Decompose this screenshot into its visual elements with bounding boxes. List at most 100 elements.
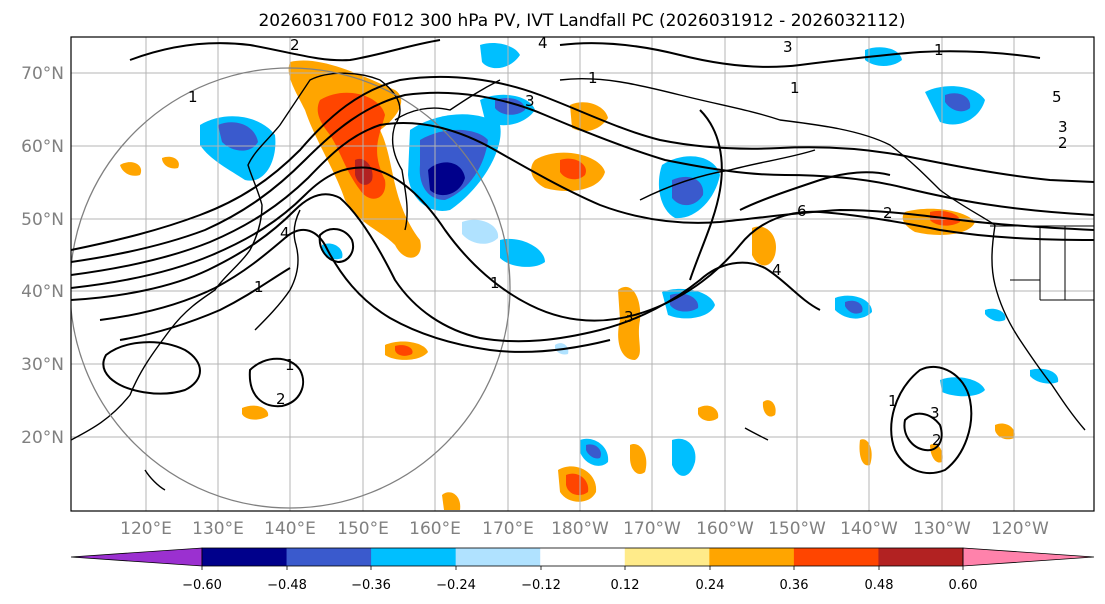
colorbar-segment	[793, 548, 879, 566]
map-frame	[70, 36, 1095, 512]
lon-label: 150°E	[337, 519, 389, 539]
colorbar-tick-label: −0.48	[267, 578, 307, 593]
contour-label: 3	[525, 92, 535, 110]
shade-negative-blob	[1030, 368, 1059, 384]
contour-label: 1	[188, 88, 198, 106]
colorbar-segment	[540, 548, 626, 566]
colorbar-tick-label: −0.60	[182, 578, 222, 593]
lon-label: 140°W	[840, 519, 898, 539]
lon-label: 120°W	[991, 519, 1049, 539]
lon-label: 140°E	[264, 519, 316, 539]
colorbar-segments	[70, 547, 1095, 567]
shade-positive-blob	[242, 405, 269, 420]
contour-label: 4	[280, 224, 290, 242]
lon-label: 130°W	[913, 519, 971, 539]
colorbar: −0.60 −0.48 −0.36 −0.24 −0.12 0.12 0.24 …	[70, 547, 1095, 593]
shade-negative-core	[218, 122, 258, 151]
lon-label: 160°W	[696, 519, 754, 539]
map-title: 2026031700 F012 300 hPa PV, IVT Landfall…	[258, 11, 905, 31]
contour-label: 3	[1058, 118, 1068, 136]
state-borders	[990, 225, 1094, 301]
coastlines	[71, 72, 1086, 491]
contour-label: 2	[883, 204, 893, 222]
lon-label: 180°W	[551, 519, 609, 539]
lon-label: 150°W	[768, 519, 826, 539]
shade-positive-core	[395, 345, 413, 356]
shade-positive-blob	[762, 400, 776, 417]
colorbar-tick-label: 0.12	[611, 578, 640, 593]
contour-label: 1	[934, 41, 944, 59]
coast-taiwan	[144, 469, 166, 491]
longitude-labels: 120°E 130°E 140°E 150°E 160°E 170°E 180°…	[120, 519, 1049, 539]
shade-negative-blob	[462, 219, 499, 244]
contour-label: 1	[588, 69, 598, 87]
colorbar-segment	[878, 548, 964, 566]
colorbar-segment	[371, 548, 457, 566]
shade-positive-blob	[442, 492, 461, 510]
coast-namerica	[991, 224, 1086, 431]
contour-label: 1	[888, 392, 898, 410]
colorbar-extend-high	[962, 547, 1095, 567]
contour-label: 1	[285, 356, 295, 374]
contour-label: 2	[290, 36, 300, 54]
shade-negative-blob	[480, 43, 520, 69]
colorbar-frame	[201, 547, 964, 567]
contour-labels: 4 3 1 1 1 3 2 6 2 1 1 3 1 2 1 3 2 1 5 3	[188, 36, 1068, 449]
lon-label: 170°E	[482, 519, 534, 539]
lon-label: 130°E	[192, 519, 244, 539]
shade-negative-core	[945, 93, 971, 112]
shade-negative-blob	[940, 377, 985, 397]
shade-negative-blob	[985, 308, 1006, 322]
shade-positive-core	[560, 158, 586, 180]
shade-negative-blob	[495, 98, 525, 115]
shade-positive-blob	[698, 405, 719, 421]
map-panel: 4 3 1 1 1 3 2 6 2 1 1 3 1 2 1 3 2 1 5 3	[70, 36, 1095, 512]
shade-positive-core	[566, 473, 589, 496]
colorbar-tick-label: 0.60	[949, 578, 978, 593]
colorbar-segment	[202, 548, 288, 566]
shade-positive-blob	[162, 156, 179, 169]
colorbar-tick-label: −0.36	[351, 578, 391, 593]
lat-label: 60°N	[21, 137, 64, 157]
contour-label: 1	[254, 278, 264, 296]
colorbar-ticks	[201, 566, 964, 570]
lat-label: 70°N	[21, 64, 64, 84]
pv-contours	[71, 39, 1094, 475]
shade-positive-blob	[630, 444, 647, 475]
colorbar-tick-label: −0.12	[521, 578, 561, 593]
shade-positive-peak	[355, 158, 373, 185]
coast-aleutians	[639, 149, 816, 201]
coast-alaska	[559, 77, 996, 226]
colorbar-extend-low	[70, 547, 203, 567]
coast-kamchatka	[394, 79, 501, 121]
lat-label: 40°N	[21, 282, 64, 302]
contour-label: 1	[490, 274, 500, 292]
lat-label: 30°N	[21, 355, 64, 375]
lon-label: 160°E	[409, 519, 461, 539]
colorbar-tick-labels: −0.60 −0.48 −0.36 −0.24 −0.12 0.12 0.24 …	[182, 578, 977, 593]
shade-positive-blob	[995, 423, 1015, 440]
shade-negative-blob	[865, 47, 902, 66]
colorbar-segment	[709, 548, 795, 566]
colorbar-tick-label: 0.24	[696, 578, 725, 593]
shade-positive-blob	[618, 286, 641, 360]
shade-negative-core	[672, 176, 704, 206]
shade-negative-core	[845, 300, 863, 314]
latitude-labels: 70°N 60°N 50°N 40°N 30°N 20°N	[21, 64, 64, 448]
contour-label: 4	[772, 261, 782, 279]
shade-negative-blob	[672, 438, 696, 476]
coast-hawaii	[744, 427, 769, 441]
contour-label: 3	[624, 308, 634, 326]
contour-label: 2	[276, 390, 286, 408]
colorbar-tick-label: −0.24	[436, 578, 476, 593]
range-circle	[71, 67, 511, 509]
coast-japan	[254, 209, 301, 331]
lon-label: 120°E	[120, 519, 172, 539]
colorbar-segment	[286, 548, 372, 566]
contour-label: 2	[1058, 134, 1068, 152]
lat-label: 20°N	[21, 428, 64, 448]
coast-asia	[71, 72, 408, 441]
contour-label: 5	[1052, 88, 1062, 106]
graticule	[71, 37, 1094, 511]
